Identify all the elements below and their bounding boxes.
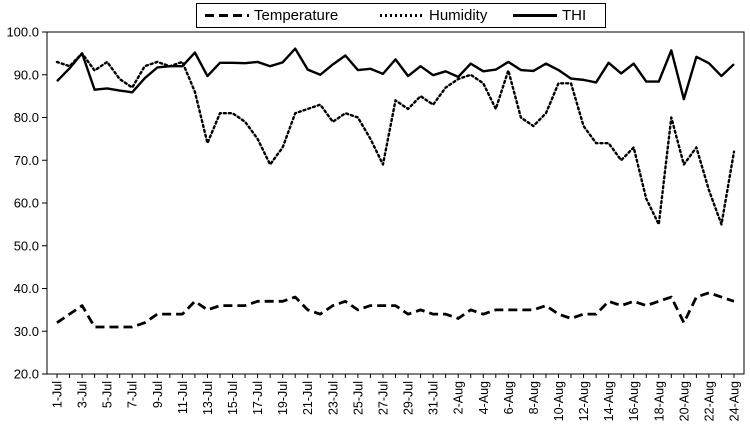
plot-area-frame	[46, 31, 745, 375]
x-tick-label: 10-Aug	[552, 381, 566, 421]
y-tick-label: 60.0	[14, 196, 39, 211]
x-tick-label: 23-Jul	[326, 381, 340, 415]
y-tick-label: 90.0	[14, 67, 39, 82]
x-tick-label: 27-Jul	[376, 381, 390, 415]
legend-item-thi: THI	[513, 4, 586, 27]
x-tick-label: 12-Aug	[577, 381, 591, 421]
x-tick-label: 6-Aug	[502, 381, 516, 414]
legend-label-thi: THI	[562, 7, 587, 24]
x-tick-label: 22-Aug	[702, 381, 716, 421]
legend-label-humidity: Humidity	[429, 7, 488, 24]
legend-swatch-dashed	[205, 14, 249, 17]
y-tick-label: 80.0	[14, 110, 39, 125]
x-tick-label: 16-Aug	[627, 381, 641, 421]
x-tick-label: 5-Jul	[101, 381, 115, 408]
x-tick-label: 24-Aug	[728, 381, 742, 421]
legend-label-temperature: Temperature	[254, 7, 339, 24]
legend-swatch-dotted	[380, 14, 424, 17]
x-tick-label: 31-Jul	[427, 381, 441, 415]
y-tick-label: 70.0	[14, 153, 39, 168]
y-tick-label: 20.0	[14, 367, 39, 382]
x-tick-label: 3-Jul	[76, 381, 90, 408]
series-layer	[55, 47, 736, 329]
x-tick-label: 20-Aug	[677, 381, 691, 421]
x-tick-label: 2-Aug	[452, 381, 466, 414]
x-tick-label: 9-Jul	[151, 381, 165, 408]
legend-swatch-solid	[513, 14, 557, 17]
y-tick-label: 30.0	[14, 324, 39, 339]
x-tick-label: 15-Jul	[226, 381, 240, 415]
y-tick-label: 40.0	[14, 281, 39, 296]
x-tick-label: 8-Aug	[527, 381, 541, 414]
legend: Temperature Humidity THI	[196, 3, 606, 28]
x-tick-label: 13-Jul	[201, 381, 215, 415]
series-line-humidity	[55, 52, 736, 226]
x-tick-label: 29-Jul	[402, 381, 416, 415]
x-tick-label: 14-Aug	[602, 381, 616, 421]
y-tick-label: 50.0	[14, 238, 39, 253]
x-axis-ticks: 1-Jul 3-Jul 5-Jul 7-Jul 9-Jul 11-Jul 13-Jul 15-…	[51, 374, 742, 421]
x-tick-label: 21-Jul	[301, 381, 315, 415]
y-axis-ticks: 20.0 30.0 40.0 50.0 60.0 70.0 80.0 90.0 100.0	[6, 25, 47, 382]
legend-item-temperature: Temperature	[205, 4, 338, 27]
x-tick-label: 19-Jul	[276, 381, 290, 415]
legend-item-humidity: Humidity	[380, 4, 487, 27]
x-tick-label: 18-Aug	[652, 381, 666, 421]
x-tick-label: 1-Jul	[51, 381, 65, 408]
x-tick-label: 11-Jul	[176, 381, 190, 414]
x-tick-label: 7-Jul	[126, 381, 140, 408]
x-tick-label: 25-Jul	[351, 381, 365, 415]
x-tick-label: 4-Aug	[477, 381, 491, 414]
series-line-thi	[56, 47, 735, 101]
y-tick-label: 100.0	[6, 25, 39, 40]
series-line-temperature	[56, 291, 735, 329]
x-tick-label: 17-Jul	[251, 381, 265, 415]
